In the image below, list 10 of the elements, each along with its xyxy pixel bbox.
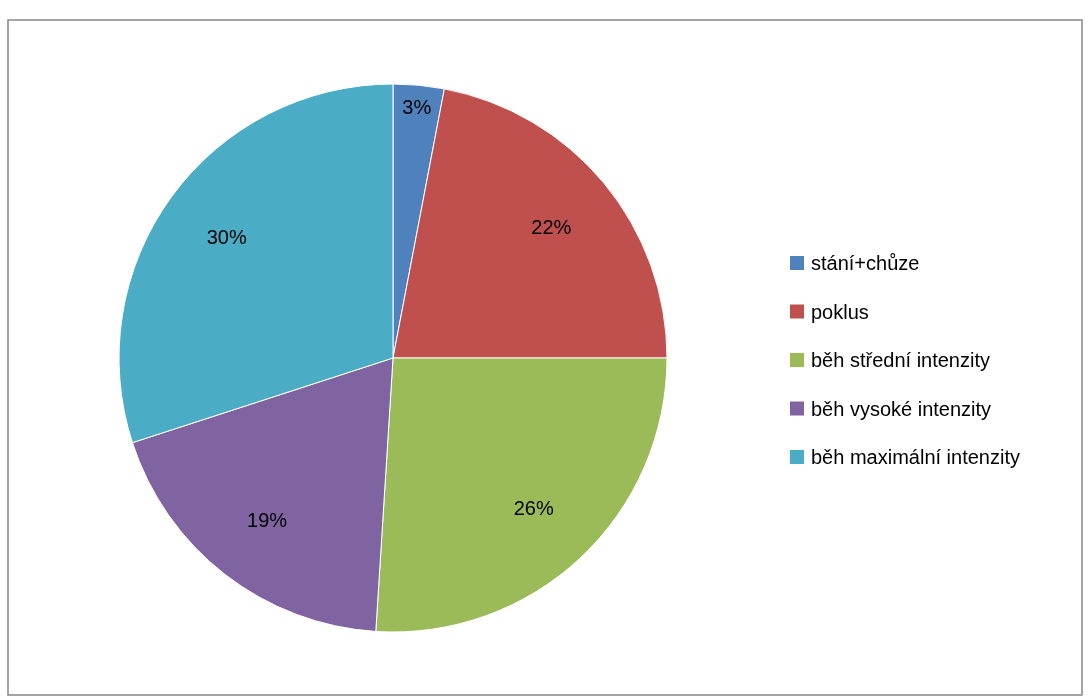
data-label: 19%	[247, 509, 288, 532]
data-label: 30%	[206, 226, 247, 249]
legend-label: stání+chůze	[811, 252, 920, 274]
legend-label: poklus	[811, 300, 869, 323]
legend-label: běh maximální intenzity	[811, 446, 1020, 468]
legend-label: běh střední intenzity	[811, 349, 990, 371]
data-label: 3%	[402, 96, 432, 119]
data-label: 26%	[513, 496, 554, 519]
data-label: 22%	[531, 216, 572, 239]
legend-label: běh vysoké intenzity	[811, 397, 992, 420]
